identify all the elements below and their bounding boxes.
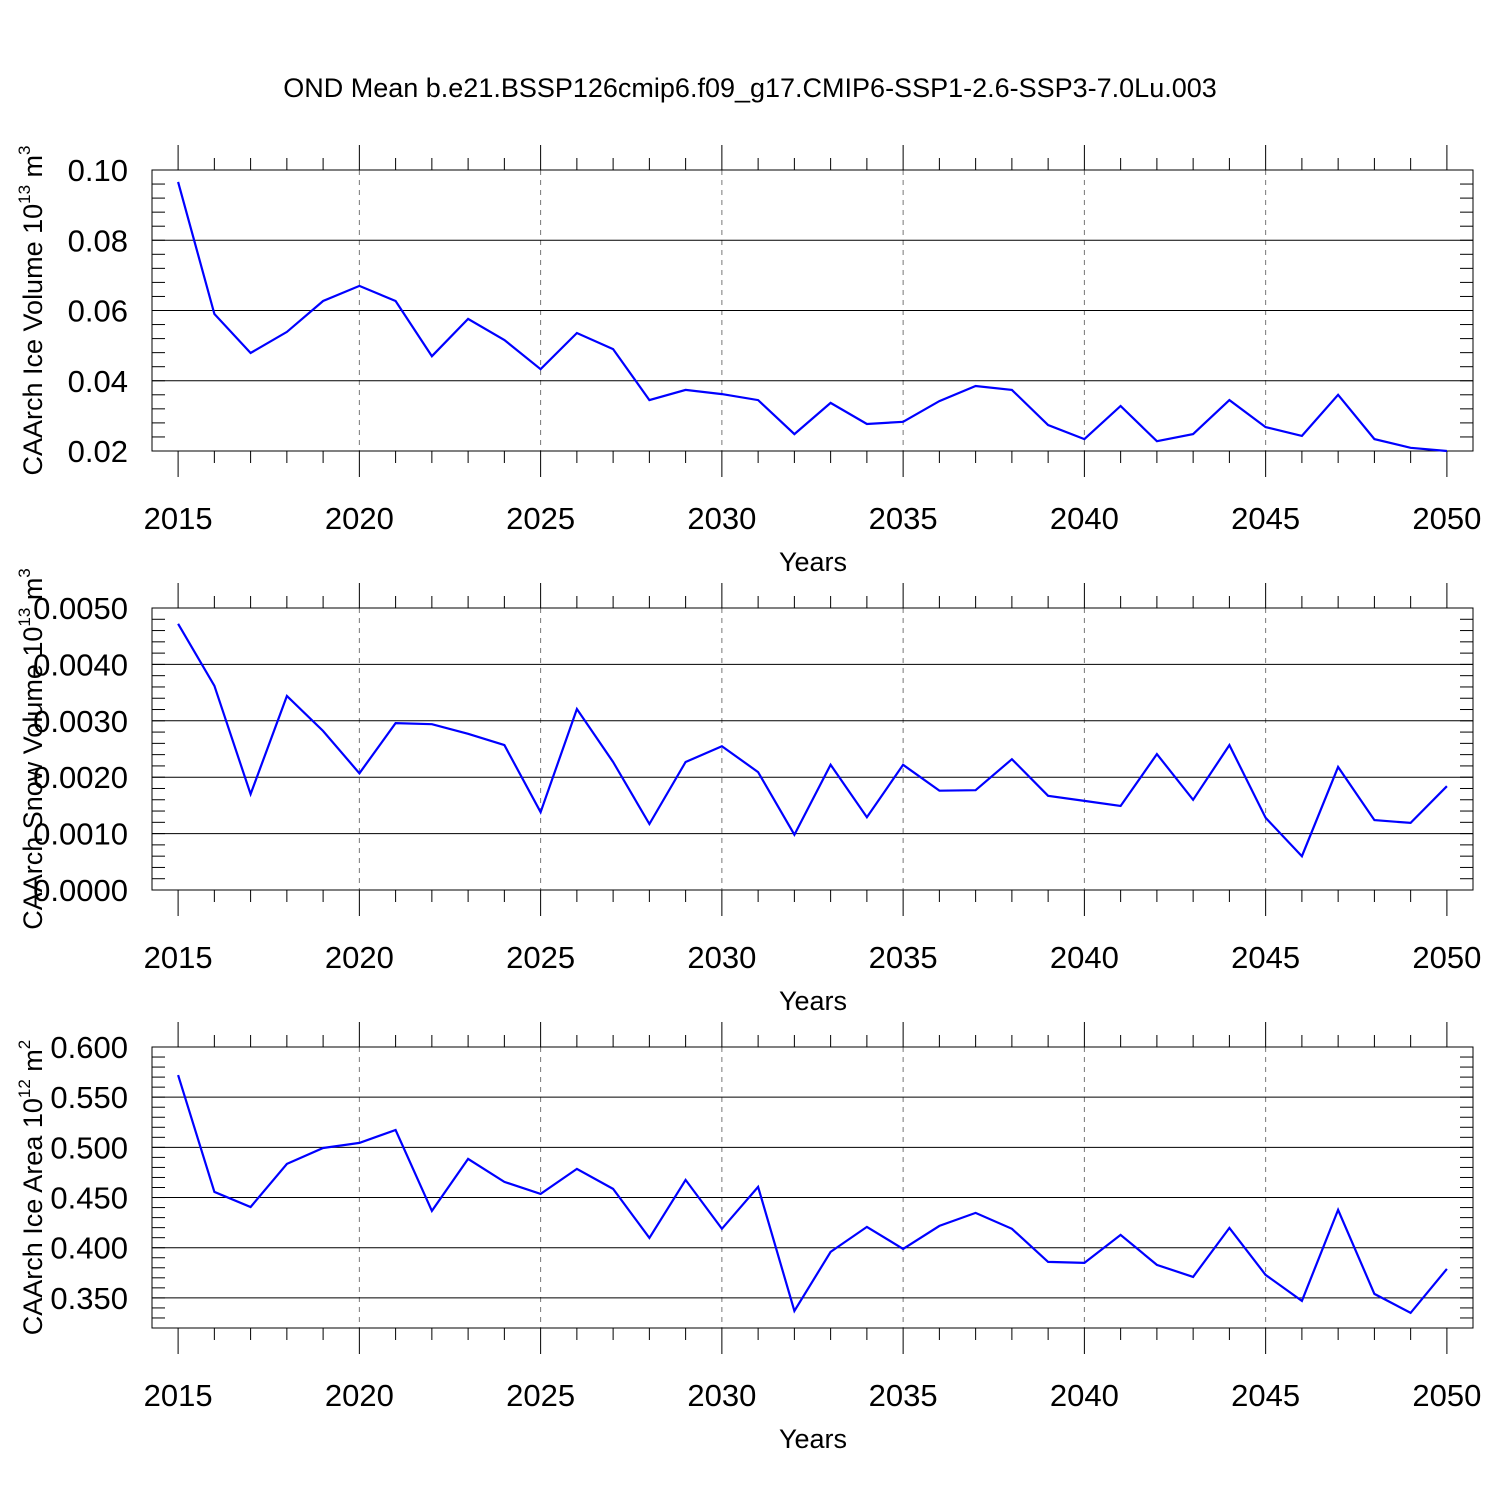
x-tick-label: 2025 [506, 1378, 575, 1413]
x-tick-label: 2035 [869, 501, 938, 536]
plot-frame [151, 169, 1474, 452]
y-axis-label-unit: m [18, 1049, 48, 1079]
y-axis-label-text: CAArch Ice Volume 10 [18, 204, 48, 476]
y-tick-label: 0.0000 [33, 873, 128, 908]
x-tick-label: 2020 [325, 501, 394, 536]
y-axis-label-exponent: 13 [15, 608, 34, 627]
y-tick-label: 0.450 [50, 1181, 128, 1216]
data-line [177, 623, 1448, 859]
panel-2: 2015 2020 2025 2030 2035 2040 2045 2050 0.0000 0.… [15, 568, 1481, 1016]
y-tick-label: 0.0020 [33, 760, 128, 795]
x-tick-label: 2040 [1050, 501, 1119, 536]
y-axis-label-unit-exponent: 2 [15, 1040, 34, 1049]
x-tick-label: 2040 [1050, 940, 1119, 975]
y-tick-label: 0.08 [68, 223, 128, 258]
x-tick-label: 2050 [1412, 940, 1481, 975]
x-tick-label: 2030 [687, 1378, 756, 1413]
data-line [177, 1074, 1448, 1315]
x-tick-label: 2025 [506, 940, 575, 975]
y-axis-label-unit: m [18, 155, 48, 185]
y-axis-label: CAArch Ice Volume 1013 m3 [15, 145, 48, 475]
y-axis-label-text: CAArch Snow Volume 10 [18, 627, 48, 930]
x-tick-label: 2015 [144, 1378, 213, 1413]
data-line [177, 181, 1447, 453]
x-tick-label: 2035 [869, 940, 938, 975]
x-tick-label: 2045 [1231, 501, 1300, 536]
y-tick-label: 0.04 [68, 364, 128, 399]
plot-frame [151, 1046, 1474, 1329]
y-axis-label: CAArch Ice Area 1012 m2 [15, 1040, 48, 1336]
y-axis-label-exponent: 12 [15, 1079, 34, 1098]
y-tick-label: 0.0040 [33, 647, 128, 682]
y-axis-label-unit-exponent: 3 [15, 145, 34, 154]
panel-1: 2015 2020 2025 2030 2035 2040 2045 2050 0.02 0.04… [15, 145, 1481, 577]
y-tick-label: 0.02 [68, 434, 128, 469]
x-tick-label: 2025 [506, 501, 575, 536]
y-tick-label: 0.10 [68, 153, 128, 188]
y-tick-label: 0.400 [50, 1231, 128, 1266]
x-tick-label: 2040 [1050, 1378, 1119, 1413]
y-tick-label: 0.350 [50, 1281, 128, 1316]
y-axis-label-exponent: 13 [15, 185, 34, 204]
y-axis-label-unit-exponent: 3 [15, 568, 34, 577]
y-tick-label: 0.0050 [33, 591, 128, 626]
x-tick-label: 2020 [325, 1378, 394, 1413]
y-tick-label: 0.500 [50, 1130, 128, 1165]
y-tick-label: 0.0010 [33, 817, 128, 852]
chart-title: OND Mean b.e21.BSSP126cmip6.f09_g17.CMIP… [283, 73, 1217, 103]
x-tick-label: 2045 [1231, 1378, 1300, 1413]
plot-frame [151, 607, 1474, 891]
x-tick-label: 2030 [687, 501, 756, 536]
x-tick-label: 2015 [144, 940, 213, 975]
x-tick-label: 2035 [869, 1378, 938, 1413]
y-axis-label-unit: m [18, 578, 48, 608]
x-tick-label: 2050 [1412, 501, 1481, 536]
y-tick-label: 0.06 [68, 294, 128, 329]
x-tick-label: 2015 [144, 501, 213, 536]
y-tick-label: 0.600 [50, 1030, 128, 1065]
x-tick-label: 2050 [1412, 1378, 1481, 1413]
y-axis-label: CAArch Snow Volume 1013 m3 [15, 568, 48, 930]
y-axis-label-text: CAArch Ice Area 10 [18, 1098, 48, 1335]
x-axis-label: Years [779, 1424, 847, 1454]
x-tick-label: 2020 [325, 940, 394, 975]
x-axis-label: Years [779, 547, 847, 577]
x-axis-label: Years [779, 986, 847, 1016]
panel-3: 2015 2020 2025 2030 2035 2040 2045 2050 0.350 0.4… [15, 1022, 1481, 1454]
y-tick-label: 0.550 [50, 1080, 128, 1115]
y-tick-label: 0.0030 [33, 704, 128, 739]
x-tick-label: 2030 [687, 940, 756, 975]
x-tick-label: 2045 [1231, 940, 1300, 975]
